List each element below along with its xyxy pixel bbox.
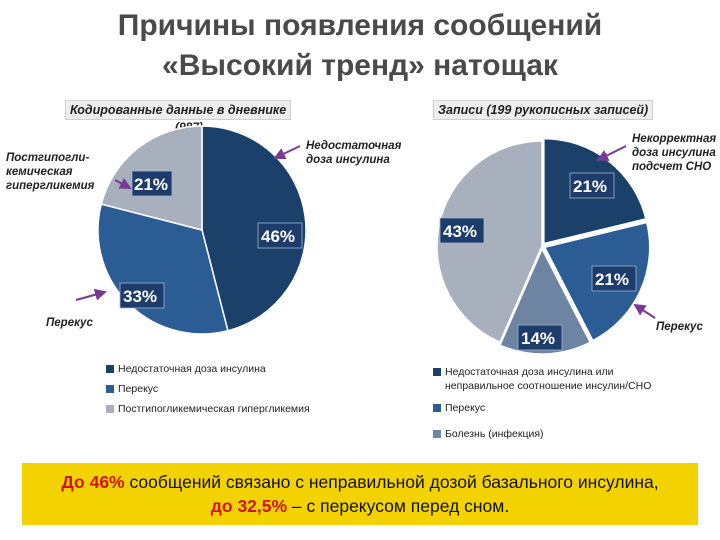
pct-box-c2-43 [439,217,485,244]
legend-item: Перекус [433,401,651,415]
pct-box-c2-21b [591,265,637,292]
arrow-snack-2 [633,303,656,319]
chart1-title: Кодированные данные в дневнике [65,100,292,120]
legend-label-line: неправильное соотношение инсулин/СНО [445,380,652,392]
summary-line-1: До 46% сообщений связано с неправильной … [22,470,698,494]
annotation-line: доза инсулина [306,154,390,166]
legend-swatch [106,385,114,393]
pct-label-c2-21a: 21% [573,177,607,196]
summary-banner: До 46% сообщений связано с неправильной … [22,463,698,525]
legend-item: Недостаточная доза инсулина [106,362,310,376]
pct-box-c1-33 [119,282,165,309]
legend-swatch [433,430,441,438]
annotation-insufficient-dose-1: Недостаточная доза инсулина [306,139,401,167]
legend-item: Перекус [106,382,310,396]
legend-label: Постгипогликемическая гипергликемия [118,403,310,415]
summary-pct-2: до 32,5% [210,496,288,516]
legend-label: Недостаточная доза инсулина [118,363,266,375]
legend-item: Недостаточная доза инсулина или неправиль… [433,365,651,393]
pct-label-c2-14: 14% [521,329,555,348]
summary-text-2: – с перекусом перед сном. [287,496,510,516]
annotation-line: подсчет СНО [632,161,712,173]
pct-label-c2-43: 43% [443,222,477,241]
legend-swatch [433,368,441,376]
annotation-line: кемическая [6,166,73,178]
pct-label-c1-21: 21% [134,175,168,194]
annotation-snack-2: Перекус [656,321,703,333]
chart2-title: Записи (199 рукописных записей) [433,100,654,120]
annotation-posthypo: Постгипогли- кемическая гипергликемия [6,151,94,193]
pie-chart-2 [436,137,651,355]
legend-label: Перекус [118,383,159,395]
pct-box-c1-46 [257,222,303,249]
summary-pct-1: До 46% [61,472,125,492]
pct-box-c2-14 [517,324,563,351]
legend-item: Болезнь (инфекция) [433,427,651,441]
title-line-1: Причины появления сообщений [117,9,603,42]
pie-chart-1 [97,125,307,335]
legend-swatch [106,365,114,373]
page-title: Причины появления сообщений «Высокий тре… [0,6,720,86]
legend-chart-2: Недостаточная доза инсулина или неправиль… [433,365,651,447]
annotation-line: гипергликемия [6,180,95,192]
annotation-line: доза инсулина [632,147,716,159]
arrow-snack-1 [75,288,107,301]
pct-label-c1-33: 33% [123,287,157,306]
legend-label-line: Недостаточная доза инсулина или [445,366,614,378]
title-line-2: «Высокий тренд» натощак [162,49,558,82]
pct-label-c1-46: 46% [261,227,295,246]
annotation-line: Некорректная [632,133,717,145]
legend-label: Недостаточная доза инсулина или неправиль… [445,365,651,393]
legend-chart-1: Недостаточная доза инсулина Перекус Пост… [106,362,310,422]
legend-swatch [433,404,441,412]
summary-line-2: до 32,5% – с перекусом перед сном. [22,494,698,518]
arrow-insulin-2 [596,145,627,161]
pie-slice-1 [201,125,307,332]
legend-label: Болезнь (инфекция) [445,428,544,440]
legend-swatch [106,405,114,413]
annotation-line: Недостаточная [306,140,402,152]
summary-text-1: сообщений связано с неправильной дозой б… [124,472,659,492]
annotation-snack-1: Перекус [46,317,93,329]
legend-label: Перекус [445,402,486,414]
pie-slice-4 [436,140,543,344]
pct-label-c2-21b: 21% [595,270,629,289]
annotation-incorrect-dose-2: Некорректная доза инсулина подсчет СНО [632,132,716,174]
arrow-insulin-1 [273,145,301,160]
annotation-line: Постгипогли- [6,152,90,164]
legend-item: Постгипогликемическая гипергликемия [106,402,310,416]
arrow-posthypo-1 [114,178,132,189]
pct-box-c1-21 [131,170,173,197]
pct-box-c2-21a [569,172,615,199]
